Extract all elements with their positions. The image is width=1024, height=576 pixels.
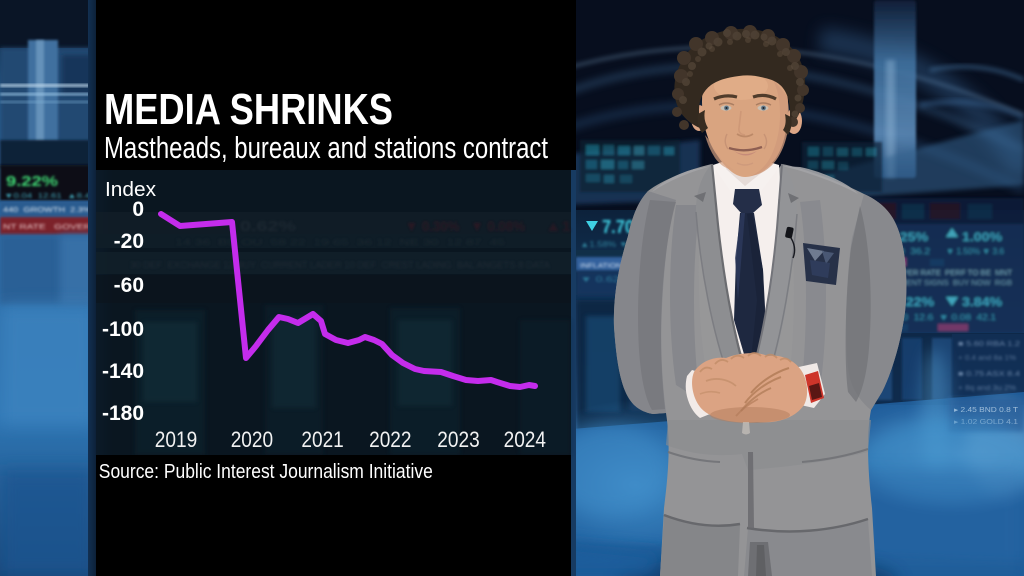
svg-text:0.62%: 0.62% <box>240 218 296 235</box>
svg-text:-140: -140 <box>102 360 144 383</box>
svg-text:-100: -100 <box>102 318 144 341</box>
svg-text:Index: Index <box>105 179 156 201</box>
svg-text:9.22%: 9.22% <box>6 173 58 190</box>
svg-text:▼ 0.62 1.4: ▼ 0.62 1.4 <box>580 275 641 284</box>
svg-text:2021: 2021 <box>301 427 343 452</box>
svg-text:-60: -60 <box>114 274 144 297</box>
svg-text:▼ 1.50% ▼ 3.6: ▼ 1.50% ▼ 3.6 <box>946 247 1005 256</box>
svg-text:30 DEF EXCHANGE 12 BUY CURRE: 30 DEF EXCHANGE 12 BUY CURRENT LADER 10 … <box>130 260 550 270</box>
svg-text:▼0.04 12.61 ▲8.4: ▼0.04 12.61 ▲8.4 <box>4 193 90 200</box>
svg-text:2019: 2019 <box>155 427 197 452</box>
svg-text:-180: -180 <box>102 402 144 425</box>
svg-text:1.00%: 1.00% <box>962 230 1002 244</box>
svg-text:■ 0.75 ASX 8.4: ■ 0.75 ASX 8.4 <box>958 369 1020 378</box>
svg-text:■ 5.60 RBA 1.2: ■ 5.60 RBA 1.2 <box>958 339 1020 348</box>
svg-text:-20: -20 <box>114 230 144 253</box>
svg-text:AGREEMENT SIGNS BUY NOW RGB: AGREEMENT SIGNS BUY NOW RGB <box>872 280 1012 287</box>
svg-text:2024: 2024 <box>504 427 546 452</box>
svg-text:0: 0 <box>132 198 144 221</box>
svg-text:▲1: ▲1 <box>545 218 571 234</box>
svg-text:▸ 2.45 BND 0.8 T: ▸ 2.45 BND 0.8 T <box>954 407 1019 414</box>
svg-text:Source: Public Interest Journa: Source: Public Interest Journalism Initi… <box>99 461 433 483</box>
svg-text:2020: 2020 <box>231 427 273 452</box>
svg-text:Mastheads, bureaux and station: Mastheads, bureaux and stations contract <box>104 130 548 165</box>
svg-text:440 GROWTH 2.3%: 440 GROWTH 2.3% <box>3 207 91 214</box>
svg-text:▼ 0.30 12.6 ▼ 0.08 42.1: ▼ 0.30 12.6 ▼ 0.08 42.1 <box>876 313 997 322</box>
svg-text:3.84%: 3.84% <box>962 295 1002 309</box>
svg-text:NT RATE GOVER: NT RATE GOVER <box>3 222 92 231</box>
svg-text:2022: 2022 <box>369 427 411 452</box>
svg-text:2023: 2023 <box>437 427 479 452</box>
svg-text:JOBKEEPER RATE PERF TO BE MN: JOBKEEPER RATE PERF TO BE MNT <box>872 270 1013 277</box>
svg-text:MEDIA SHRINKS: MEDIA SHRINKS <box>104 85 393 134</box>
svg-text:14 36 BU OU 58 22 19 65 36: 14 36 BU OU 58 22 19 65 36 12 NE 30 12 8… <box>175 238 506 247</box>
svg-text:+ 0.4 and 8a 1%: + 0.4 and 8a 1% <box>958 355 1016 362</box>
svg-text:+ 8q and 3u 2%: + 8q and 3u 2% <box>958 385 1016 392</box>
svg-text:7.70: 7.70 <box>602 217 634 237</box>
svg-text:▼ 0.30% ▼ 0.08%: ▼ 0.30% ▼ 0.08% <box>405 218 526 234</box>
